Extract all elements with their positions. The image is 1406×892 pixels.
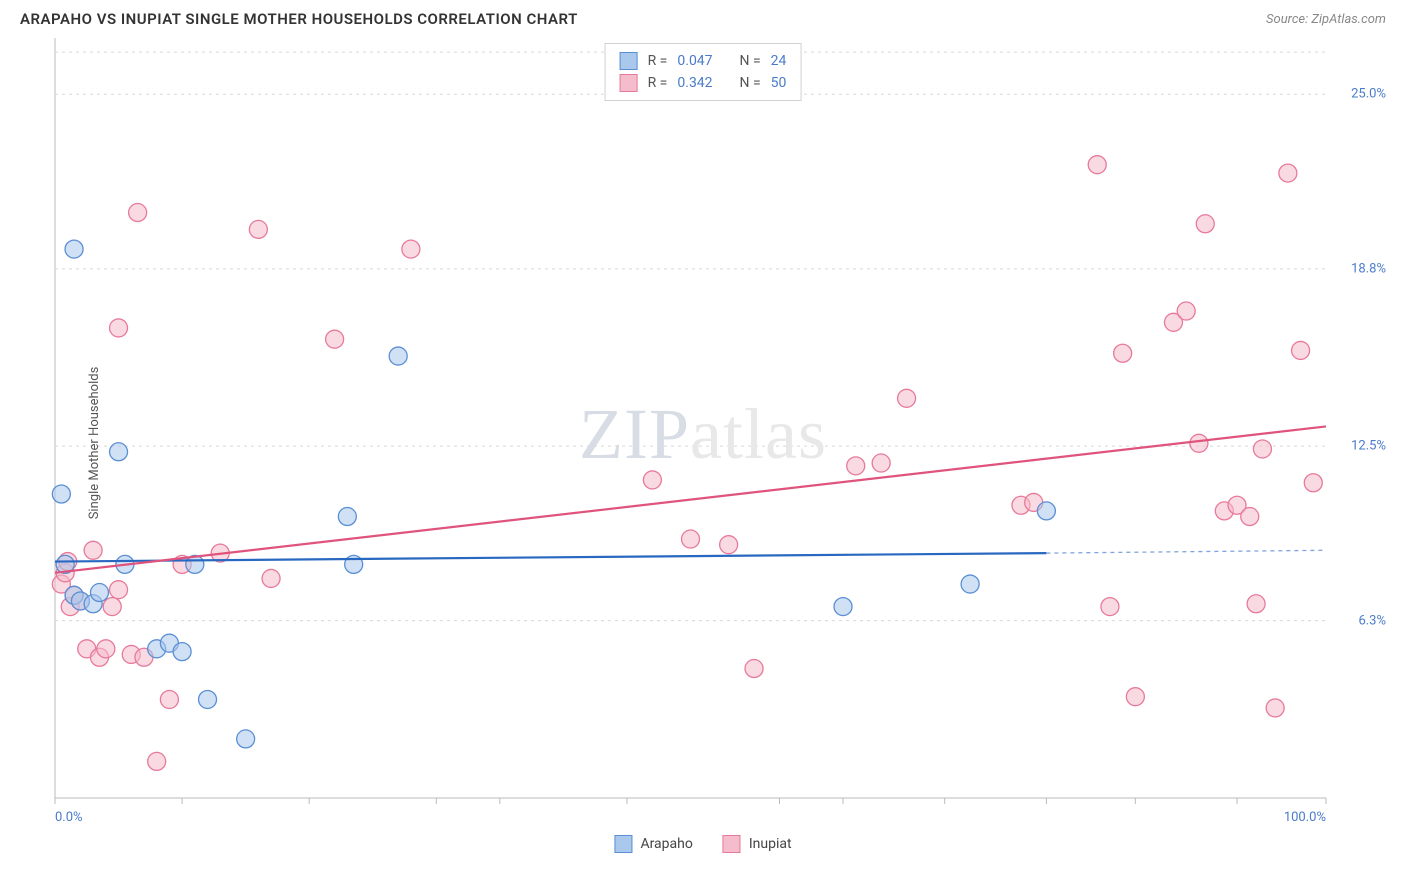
legend-swatch bbox=[614, 835, 632, 853]
legend-swatch bbox=[620, 52, 638, 70]
stat-n-value: 24 bbox=[771, 53, 787, 69]
stats-row: R = 0.047 N = 24 bbox=[620, 50, 787, 72]
legend-item: Arapaho bbox=[614, 835, 692, 853]
source-label: Source: ZipAtlas.com bbox=[1266, 12, 1386, 27]
stat-r-label: R = bbox=[648, 75, 668, 91]
stat-r-label: R = bbox=[648, 53, 668, 69]
stat-n-label: N = bbox=[740, 53, 761, 69]
legend-label: Inupiat bbox=[749, 836, 792, 852]
header: ARAPAHO VS INUPIAT SINGLE MOTHER HOUSEHO… bbox=[10, 10, 1396, 33]
legend-swatch bbox=[723, 835, 741, 853]
chart-title: ARAPAHO VS INUPIAT SINGLE MOTHER HOUSEHO… bbox=[20, 10, 578, 28]
y-tick-label: 12.5% bbox=[1351, 439, 1386, 454]
stats-legend: R = 0.047 N = 24 R = 0.342 N = 50 bbox=[605, 43, 802, 101]
x-tick-label: 0.0% bbox=[55, 810, 83, 825]
x-tick-label: 100.0% bbox=[1284, 810, 1326, 825]
bottom-legend: Arapaho Inupiat bbox=[614, 835, 791, 853]
y-tick-label: 18.8% bbox=[1351, 261, 1386, 276]
y-tick-label: 6.3% bbox=[1358, 613, 1386, 628]
plot-area: Single Mother Households ZIPatlas R = 0.… bbox=[10, 33, 1396, 853]
legend-item: Inupiat bbox=[723, 835, 792, 853]
stat-r-value: 0.047 bbox=[677, 53, 712, 69]
stat-r-value: 0.342 bbox=[677, 75, 712, 91]
stat-n-label: N = bbox=[740, 75, 761, 91]
legend-swatch bbox=[620, 74, 638, 92]
y-tick-label: 25.0% bbox=[1351, 87, 1386, 102]
stat-n-value: 50 bbox=[771, 75, 787, 91]
legend-label: Arapaho bbox=[640, 836, 692, 852]
y-axis-label: Single Mother Households bbox=[87, 367, 102, 520]
scatter-plot bbox=[10, 33, 1396, 853]
stats-row: R = 0.342 N = 50 bbox=[620, 72, 787, 94]
chart-container: ARAPAHO VS INUPIAT SINGLE MOTHER HOUSEHO… bbox=[10, 10, 1396, 882]
